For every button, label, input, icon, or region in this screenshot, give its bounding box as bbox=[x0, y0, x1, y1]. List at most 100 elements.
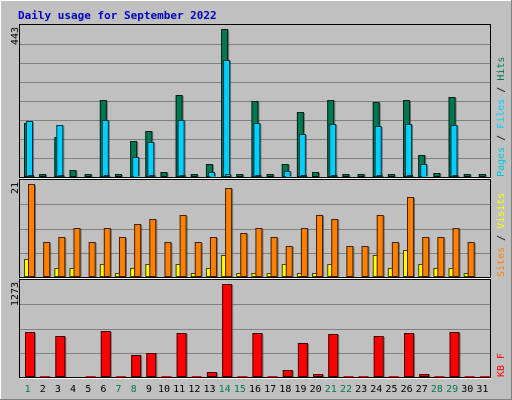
files-bar-1 bbox=[26, 121, 33, 177]
kbytes-bar-10 bbox=[161, 376, 172, 377]
day-label-25: 25 bbox=[385, 384, 397, 395]
day-label-19: 19 bbox=[294, 384, 306, 395]
visits-bar-16 bbox=[251, 273, 258, 277]
sites-bar-1 bbox=[28, 184, 35, 277]
kbytes-bar-22 bbox=[343, 376, 354, 377]
files-bar-29 bbox=[450, 125, 458, 177]
hits-bar-10 bbox=[160, 172, 168, 177]
hits-bar-22 bbox=[342, 174, 350, 177]
pages-bar-16-outline bbox=[255, 175, 262, 177]
kbytes-bar-8-outline bbox=[131, 355, 142, 377]
hits-bar-17-outline bbox=[266, 174, 274, 177]
day-label-18: 18 bbox=[279, 384, 291, 395]
kbytes-bar-1 bbox=[25, 332, 35, 377]
sites-bar-9 bbox=[149, 219, 157, 277]
kbytes-bar-9-outline bbox=[146, 353, 157, 377]
visits-bar-7 bbox=[114, 273, 121, 277]
day-label-3: 3 bbox=[55, 384, 61, 395]
hits-bar-28-outline bbox=[433, 173, 441, 177]
day-label-20: 20 bbox=[310, 384, 322, 395]
sites-bar-27 bbox=[422, 237, 430, 277]
sites-bar-15 bbox=[240, 233, 248, 277]
pages-bar-8 bbox=[134, 176, 141, 177]
day-label-30: 30 bbox=[461, 384, 473, 395]
sites-bar-24 bbox=[376, 215, 384, 277]
visits-bar-9 bbox=[145, 264, 152, 277]
hits-bar-30-outline bbox=[463, 174, 471, 177]
visits-bar-29 bbox=[448, 268, 455, 277]
day-label-23: 23 bbox=[355, 384, 367, 395]
max-label-2: 1273 bbox=[10, 282, 21, 306]
kbytes-bar-8 bbox=[131, 355, 142, 377]
legend-2: KB F bbox=[496, 353, 507, 377]
legend-item-hits: Hits bbox=[496, 57, 507, 81]
sites-bar-13-outline bbox=[209, 237, 217, 277]
visits-bar-20 bbox=[312, 273, 319, 277]
day-label-6: 6 bbox=[100, 384, 106, 395]
chart-title: Daily usage for September 2022 bbox=[18, 9, 217, 22]
sites-bar-7-outline bbox=[118, 237, 126, 277]
sites-bar-29-outline bbox=[452, 228, 460, 277]
panel-visits bbox=[19, 179, 491, 279]
day-label-22: 22 bbox=[340, 384, 352, 395]
kbytes-bar-18-outline bbox=[282, 370, 293, 377]
pages-bar-11-outline bbox=[179, 175, 186, 177]
files-bar-26 bbox=[405, 124, 413, 177]
sites-bar-12-outline bbox=[194, 242, 202, 277]
sites-bar-12 bbox=[194, 242, 202, 277]
sites-bar-8 bbox=[134, 224, 142, 277]
kbytes-bar-3 bbox=[55, 336, 66, 377]
day-label-17: 17 bbox=[264, 384, 276, 395]
sites-bar-28-outline bbox=[437, 237, 445, 277]
sites-bar-19 bbox=[300, 228, 308, 277]
kbytes-bar-11 bbox=[176, 333, 187, 377]
kbytes-bar-26-outline bbox=[404, 333, 415, 377]
sites-bar-2-outline bbox=[43, 242, 51, 277]
kbytes-bar-29-outline bbox=[449, 332, 460, 377]
visits-bar-12 bbox=[190, 273, 197, 277]
pages-bar-21-outline bbox=[331, 175, 338, 177]
kbytes-bar-20 bbox=[313, 374, 324, 377]
sites-bar-14 bbox=[225, 188, 233, 277]
day-label-11: 11 bbox=[173, 384, 185, 395]
sites-bar-26-outline bbox=[407, 197, 415, 277]
sites-bar-24-outline bbox=[376, 215, 384, 277]
sites-bar-21-outline bbox=[331, 219, 339, 277]
day-label-4: 4 bbox=[70, 384, 76, 395]
pages-bar-9-outline bbox=[149, 175, 156, 177]
day-label-29: 29 bbox=[446, 384, 458, 395]
pages-bar-29-outline bbox=[452, 175, 459, 177]
sites-bar-26 bbox=[407, 197, 415, 277]
files-bar-18 bbox=[283, 171, 291, 177]
hits-bar-22-outline bbox=[342, 174, 350, 177]
legend-item-visits: Visits bbox=[496, 193, 507, 229]
files-bar-3 bbox=[56, 125, 64, 177]
sites-bar-27-outline bbox=[422, 237, 430, 277]
kbytes-bar-7 bbox=[115, 376, 126, 377]
day-label-31: 31 bbox=[476, 384, 488, 395]
sites-bar-16-outline bbox=[255, 228, 263, 277]
legend-separator: / bbox=[496, 129, 507, 147]
panel-hits bbox=[19, 24, 491, 179]
hits-bar-20-outline bbox=[312, 172, 320, 177]
sites-bar-11-outline bbox=[179, 215, 187, 277]
hits-bar-17 bbox=[266, 174, 274, 177]
day-label-5: 5 bbox=[85, 384, 91, 395]
kbytes-bar-3-outline bbox=[55, 336, 66, 377]
legend-item-files: Files bbox=[496, 99, 507, 129]
day-label-27: 27 bbox=[416, 384, 428, 395]
hits-bar-28 bbox=[433, 173, 441, 177]
hits-bar-10-outline bbox=[160, 172, 168, 177]
visits-bar-8 bbox=[130, 268, 137, 277]
sites-bar-3 bbox=[58, 237, 66, 277]
kbytes-bar-6 bbox=[100, 331, 111, 377]
day-label-9: 9 bbox=[146, 384, 152, 395]
panel-frame-1 bbox=[19, 179, 491, 278]
pages-bar-14 bbox=[225, 174, 232, 177]
pages-bar-1-outline bbox=[28, 175, 34, 177]
files-bar-16 bbox=[253, 123, 261, 177]
kbytes-bar-16 bbox=[252, 333, 263, 377]
visits-bar-14 bbox=[221, 255, 228, 277]
kbytes-bar-18 bbox=[282, 370, 293, 377]
pages-bar-18 bbox=[285, 176, 292, 177]
